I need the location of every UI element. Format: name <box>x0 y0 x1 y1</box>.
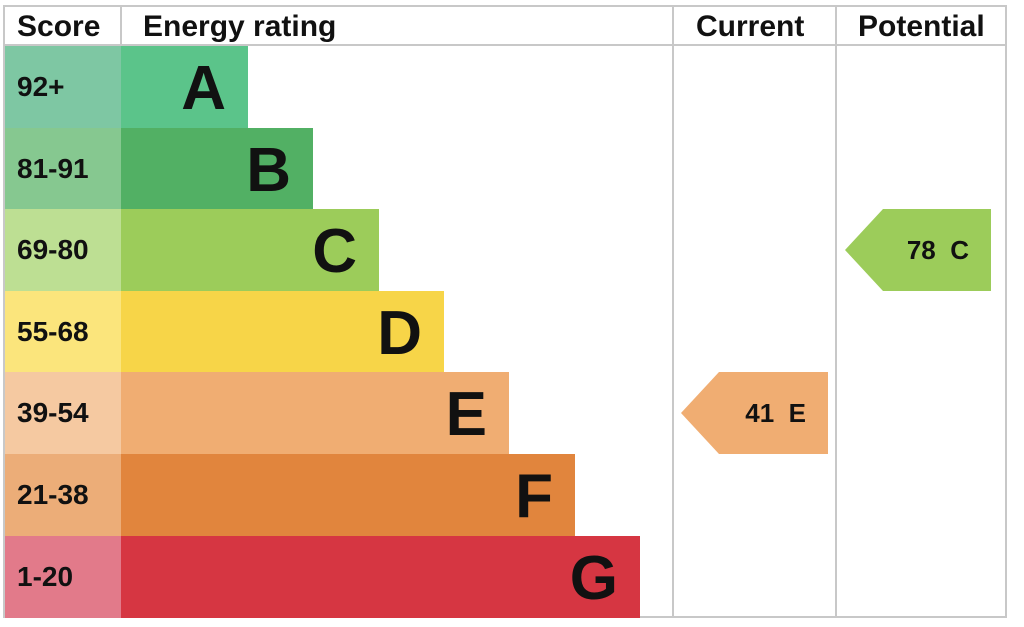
rating-bar: E <box>121 372 509 455</box>
header-energy-rating: Energy rating <box>143 10 337 43</box>
score-column-divider <box>120 5 122 46</box>
rating-bar: C <box>121 209 379 292</box>
rating-bar: F <box>121 454 575 536</box>
rating-bar: G <box>121 535 640 618</box>
score-range: 55-68 <box>5 290 121 373</box>
score-range: 1-20 <box>5 535 121 618</box>
header-current: Current <box>696 10 805 43</box>
header-score: Score <box>17 10 101 43</box>
rating-letter: G <box>569 543 618 613</box>
rating-letter: E <box>445 380 487 450</box>
current-rating-label: 41 E <box>745 398 806 428</box>
rating-bar: B <box>121 127 313 210</box>
header-potential: Potential <box>858 10 985 43</box>
rating-letter: F <box>515 462 553 531</box>
rating-letter: B <box>246 135 291 205</box>
header-divider <box>3 44 1007 46</box>
potential-rating-arrow: 78 C <box>845 209 991 291</box>
potential-column-divider <box>835 5 837 618</box>
rating-letter: D <box>377 298 422 368</box>
score-range: 39-54 <box>5 372 121 455</box>
rating-letter: C <box>312 217 357 287</box>
score-range: 81-91 <box>5 127 121 210</box>
rating-bar: D <box>121 290 444 373</box>
rating-letter: A <box>181 54 226 123</box>
potential-rating-label: 78 C <box>906 235 969 265</box>
score-range: 21-38 <box>5 454 121 536</box>
current-rating-arrow: 41 E <box>681 372 828 454</box>
score-range: 92+ <box>5 46 121 128</box>
rating-bar: A <box>121 46 248 128</box>
score-range: 69-80 <box>5 209 121 292</box>
current-column-divider <box>672 5 674 618</box>
